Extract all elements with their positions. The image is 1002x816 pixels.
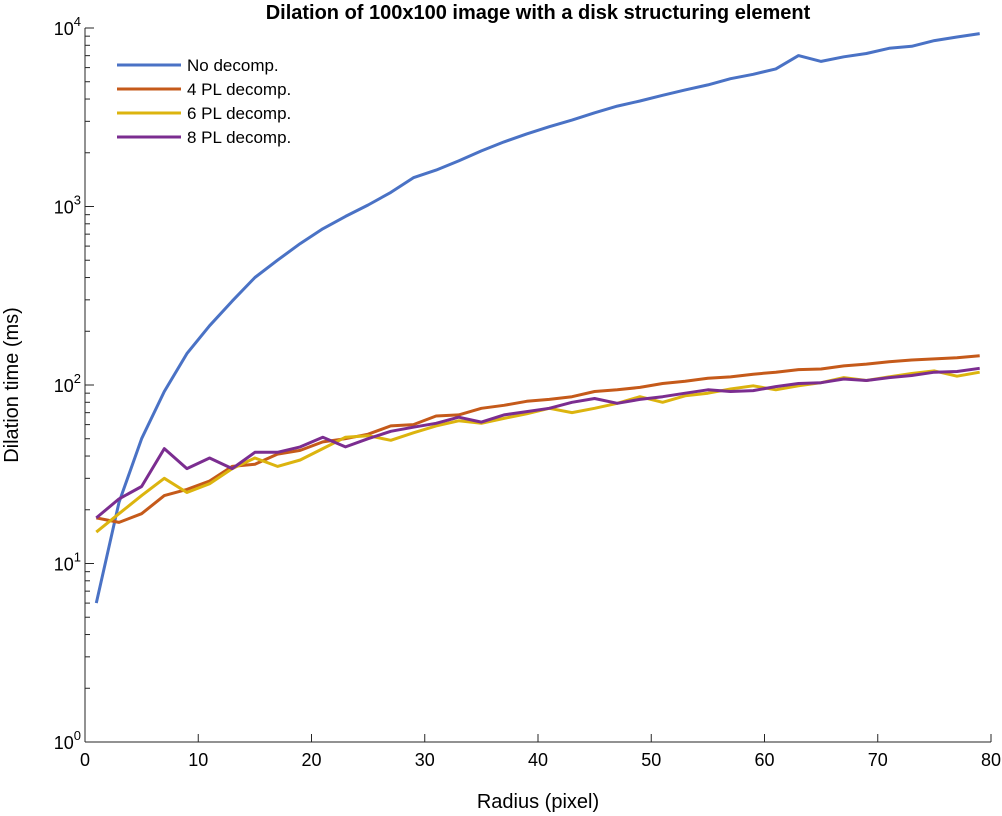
y-tick-label: 104 — [54, 14, 81, 39]
series-line-1 — [94, 32, 980, 604]
y-tick-base: 10 — [54, 555, 74, 575]
legend-label-2: 4 PL decomp. — [187, 80, 291, 99]
series-lines — [94, 32, 980, 604]
y-tick-exponent: 1 — [74, 550, 81, 565]
chart-title: Dilation of 100x100 image with a disk st… — [266, 2, 811, 24]
legend-label-1: No decomp. — [187, 56, 279, 75]
series-line-2 — [96, 354, 980, 524]
x-tick-label: 60 — [754, 750, 774, 770]
series-line-3 — [95, 369, 980, 534]
x-tick-label: 50 — [641, 750, 661, 770]
x-axis-label: Radius (pixel) — [477, 791, 599, 813]
x-tick-label: 30 — [415, 750, 435, 770]
y-tick-exponent: 4 — [74, 14, 81, 29]
y-tick-exponent: 3 — [74, 193, 81, 208]
x-tick-label: 70 — [868, 750, 888, 770]
y-tick-base: 10 — [54, 198, 74, 218]
x-tick-label: 10 — [188, 750, 208, 770]
y-tick-label: 100 — [54, 728, 81, 753]
legend-label-3: 6 PL decomp. — [187, 104, 291, 123]
y-tick-base: 10 — [54, 733, 74, 753]
y-tick-base: 10 — [54, 376, 74, 396]
series-line-4 — [95, 366, 980, 520]
x-tick-label: 80 — [981, 750, 1001, 770]
y-axis-label: Dilation time (ms) — [1, 307, 23, 463]
x-tick-label: 40 — [528, 750, 548, 770]
y-tick-base: 10 — [54, 19, 74, 39]
x-tick-label: 20 — [301, 750, 321, 770]
legend-label-4: 8 PL decomp. — [187, 128, 291, 147]
y-tick-exponent: 2 — [74, 371, 81, 386]
legend: No decomp. 4 PL decomp. 6 PL decomp. 8 PL d… — [117, 56, 291, 147]
y-tick-exponent: 0 — [74, 728, 81, 743]
y-tick-label: 102 — [54, 371, 81, 396]
x-tick-label: 0 — [80, 750, 90, 770]
y-tick-label: 101 — [54, 550, 81, 575]
y-tick-label: 103 — [54, 193, 81, 218]
